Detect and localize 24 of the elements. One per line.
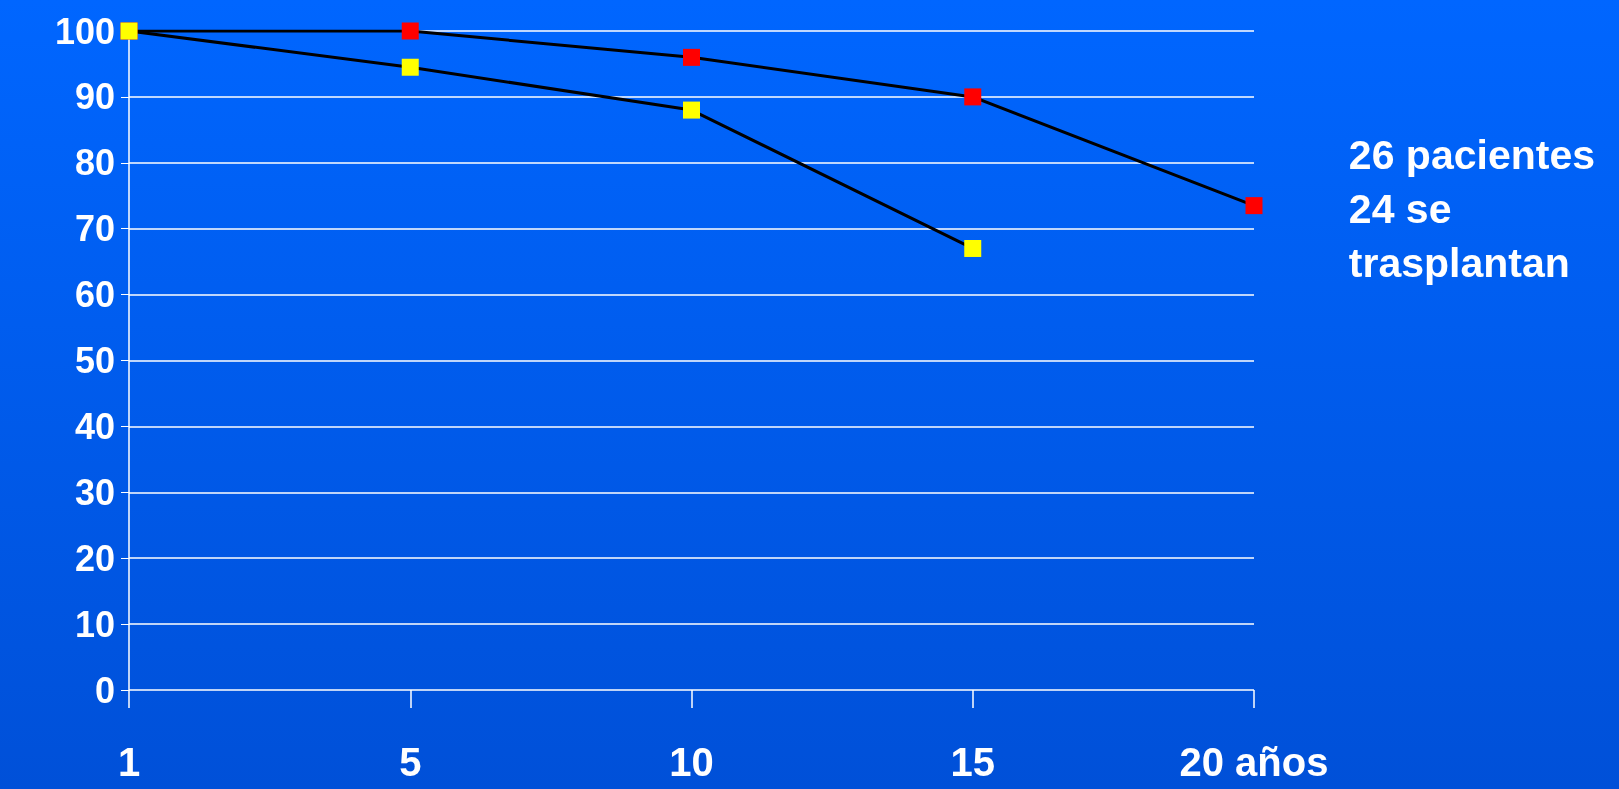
y-tick-label: 80 [74,142,115,184]
y-tick-label: 50 [74,340,115,381]
point [401,22,419,40]
point [964,88,982,106]
point [964,239,982,257]
x-tick-label: 20 años [1179,740,1329,784]
text: 26 pacientes 24 se trasplantan [1348,132,1595,286]
y-tick-label: 20 [74,537,115,579]
y-tick-label: 60 [74,274,115,316]
y-tick-label: 100 [54,10,115,52]
x-tick-label: 1 [117,740,141,784]
x-tick-label: 15 [950,740,995,784]
y-tick-label: 10 [74,603,115,645]
y-tick-label: 70 [74,208,115,250]
point [401,58,419,76]
x-tick-label: 5 [399,740,422,784]
point [1245,197,1263,215]
y-tick-label: 90 [74,76,115,118]
y-tick-label: 0 [94,669,115,711]
x-tick-label: 10 [669,740,714,784]
point [683,101,700,119]
y-tick-label: 30 [74,471,115,513]
y-tick-label: 40 [74,405,115,447]
point [683,48,700,66]
